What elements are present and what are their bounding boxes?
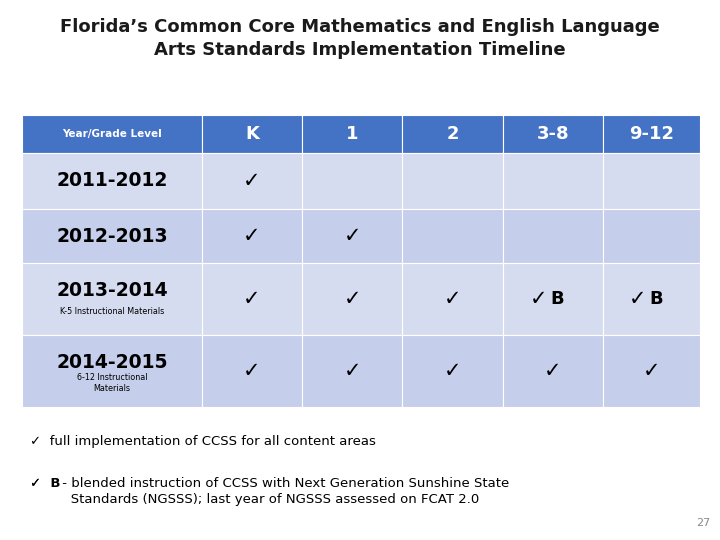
Text: ✓: ✓ (629, 289, 647, 309)
Bar (402, 115, 503, 153)
Bar (302, 153, 402, 209)
Text: ✓: ✓ (643, 361, 660, 381)
Bar (603, 115, 700, 153)
Text: ✓: ✓ (243, 361, 261, 381)
Bar (302, 335, 402, 407)
Bar (503, 153, 603, 209)
Bar (22, 153, 202, 209)
Text: ✓  full implementation of CCSS for all content areas: ✓ full implementation of CCSS for all co… (30, 435, 376, 448)
Text: ✓: ✓ (444, 289, 462, 309)
Bar (22, 263, 202, 335)
Text: 1: 1 (346, 125, 359, 143)
Text: 6-12 Instructional
Materials: 6-12 Instructional Materials (76, 373, 147, 393)
Bar (603, 335, 700, 407)
Bar (202, 153, 302, 209)
Bar (202, 209, 302, 263)
Text: 9-12: 9-12 (629, 125, 674, 143)
Text: ✓: ✓ (243, 171, 261, 191)
Text: Standards (NGSSS); last year of NGSSS assessed on FCAT 2.0: Standards (NGSSS); last year of NGSSS as… (58, 493, 480, 506)
Text: K: K (245, 125, 258, 143)
Text: - blended instruction of CCSS with Next Generation Sunshine State: - blended instruction of CCSS with Next … (58, 477, 509, 490)
Bar (603, 209, 700, 263)
Text: 27: 27 (696, 518, 710, 528)
Bar (402, 153, 503, 209)
Text: Florida’s Common Core Mathematics and English Language
Arts Standards Implementa: Florida’s Common Core Mathematics and En… (60, 18, 660, 59)
Bar (202, 263, 302, 335)
Bar (402, 335, 503, 407)
Bar (603, 153, 700, 209)
Text: ✓: ✓ (343, 361, 361, 381)
Text: ✓: ✓ (531, 289, 548, 309)
Text: 2: 2 (446, 125, 459, 143)
Text: 2013-2014: 2013-2014 (56, 281, 168, 300)
Text: B: B (649, 290, 663, 308)
Text: ✓: ✓ (444, 361, 462, 381)
Text: 2011-2012: 2011-2012 (56, 172, 168, 191)
Bar (603, 263, 700, 335)
Text: K-5 Instructional Materials: K-5 Instructional Materials (60, 307, 164, 315)
Bar (402, 209, 503, 263)
Bar (22, 335, 202, 407)
Bar (22, 115, 202, 153)
Bar (302, 263, 402, 335)
Bar (503, 263, 603, 335)
Bar (302, 209, 402, 263)
Text: ✓: ✓ (544, 361, 562, 381)
Bar (503, 335, 603, 407)
Text: B: B (551, 290, 564, 308)
Text: ✓: ✓ (343, 289, 361, 309)
Text: ✓: ✓ (343, 226, 361, 246)
Text: 2014-2015: 2014-2015 (56, 354, 168, 373)
Text: ✓: ✓ (30, 477, 50, 490)
Bar (503, 209, 603, 263)
Bar (302, 115, 402, 153)
Text: Year/Grade Level: Year/Grade Level (62, 129, 162, 139)
Text: 2012-2013: 2012-2013 (56, 226, 168, 246)
Text: 3-8: 3-8 (536, 125, 570, 143)
Text: ✓  B: ✓ B (30, 477, 60, 490)
Bar (202, 115, 302, 153)
Bar (22, 209, 202, 263)
Bar (202, 335, 302, 407)
Text: ✓: ✓ (243, 226, 261, 246)
Bar (503, 115, 603, 153)
Text: ✓: ✓ (243, 289, 261, 309)
Bar (402, 263, 503, 335)
